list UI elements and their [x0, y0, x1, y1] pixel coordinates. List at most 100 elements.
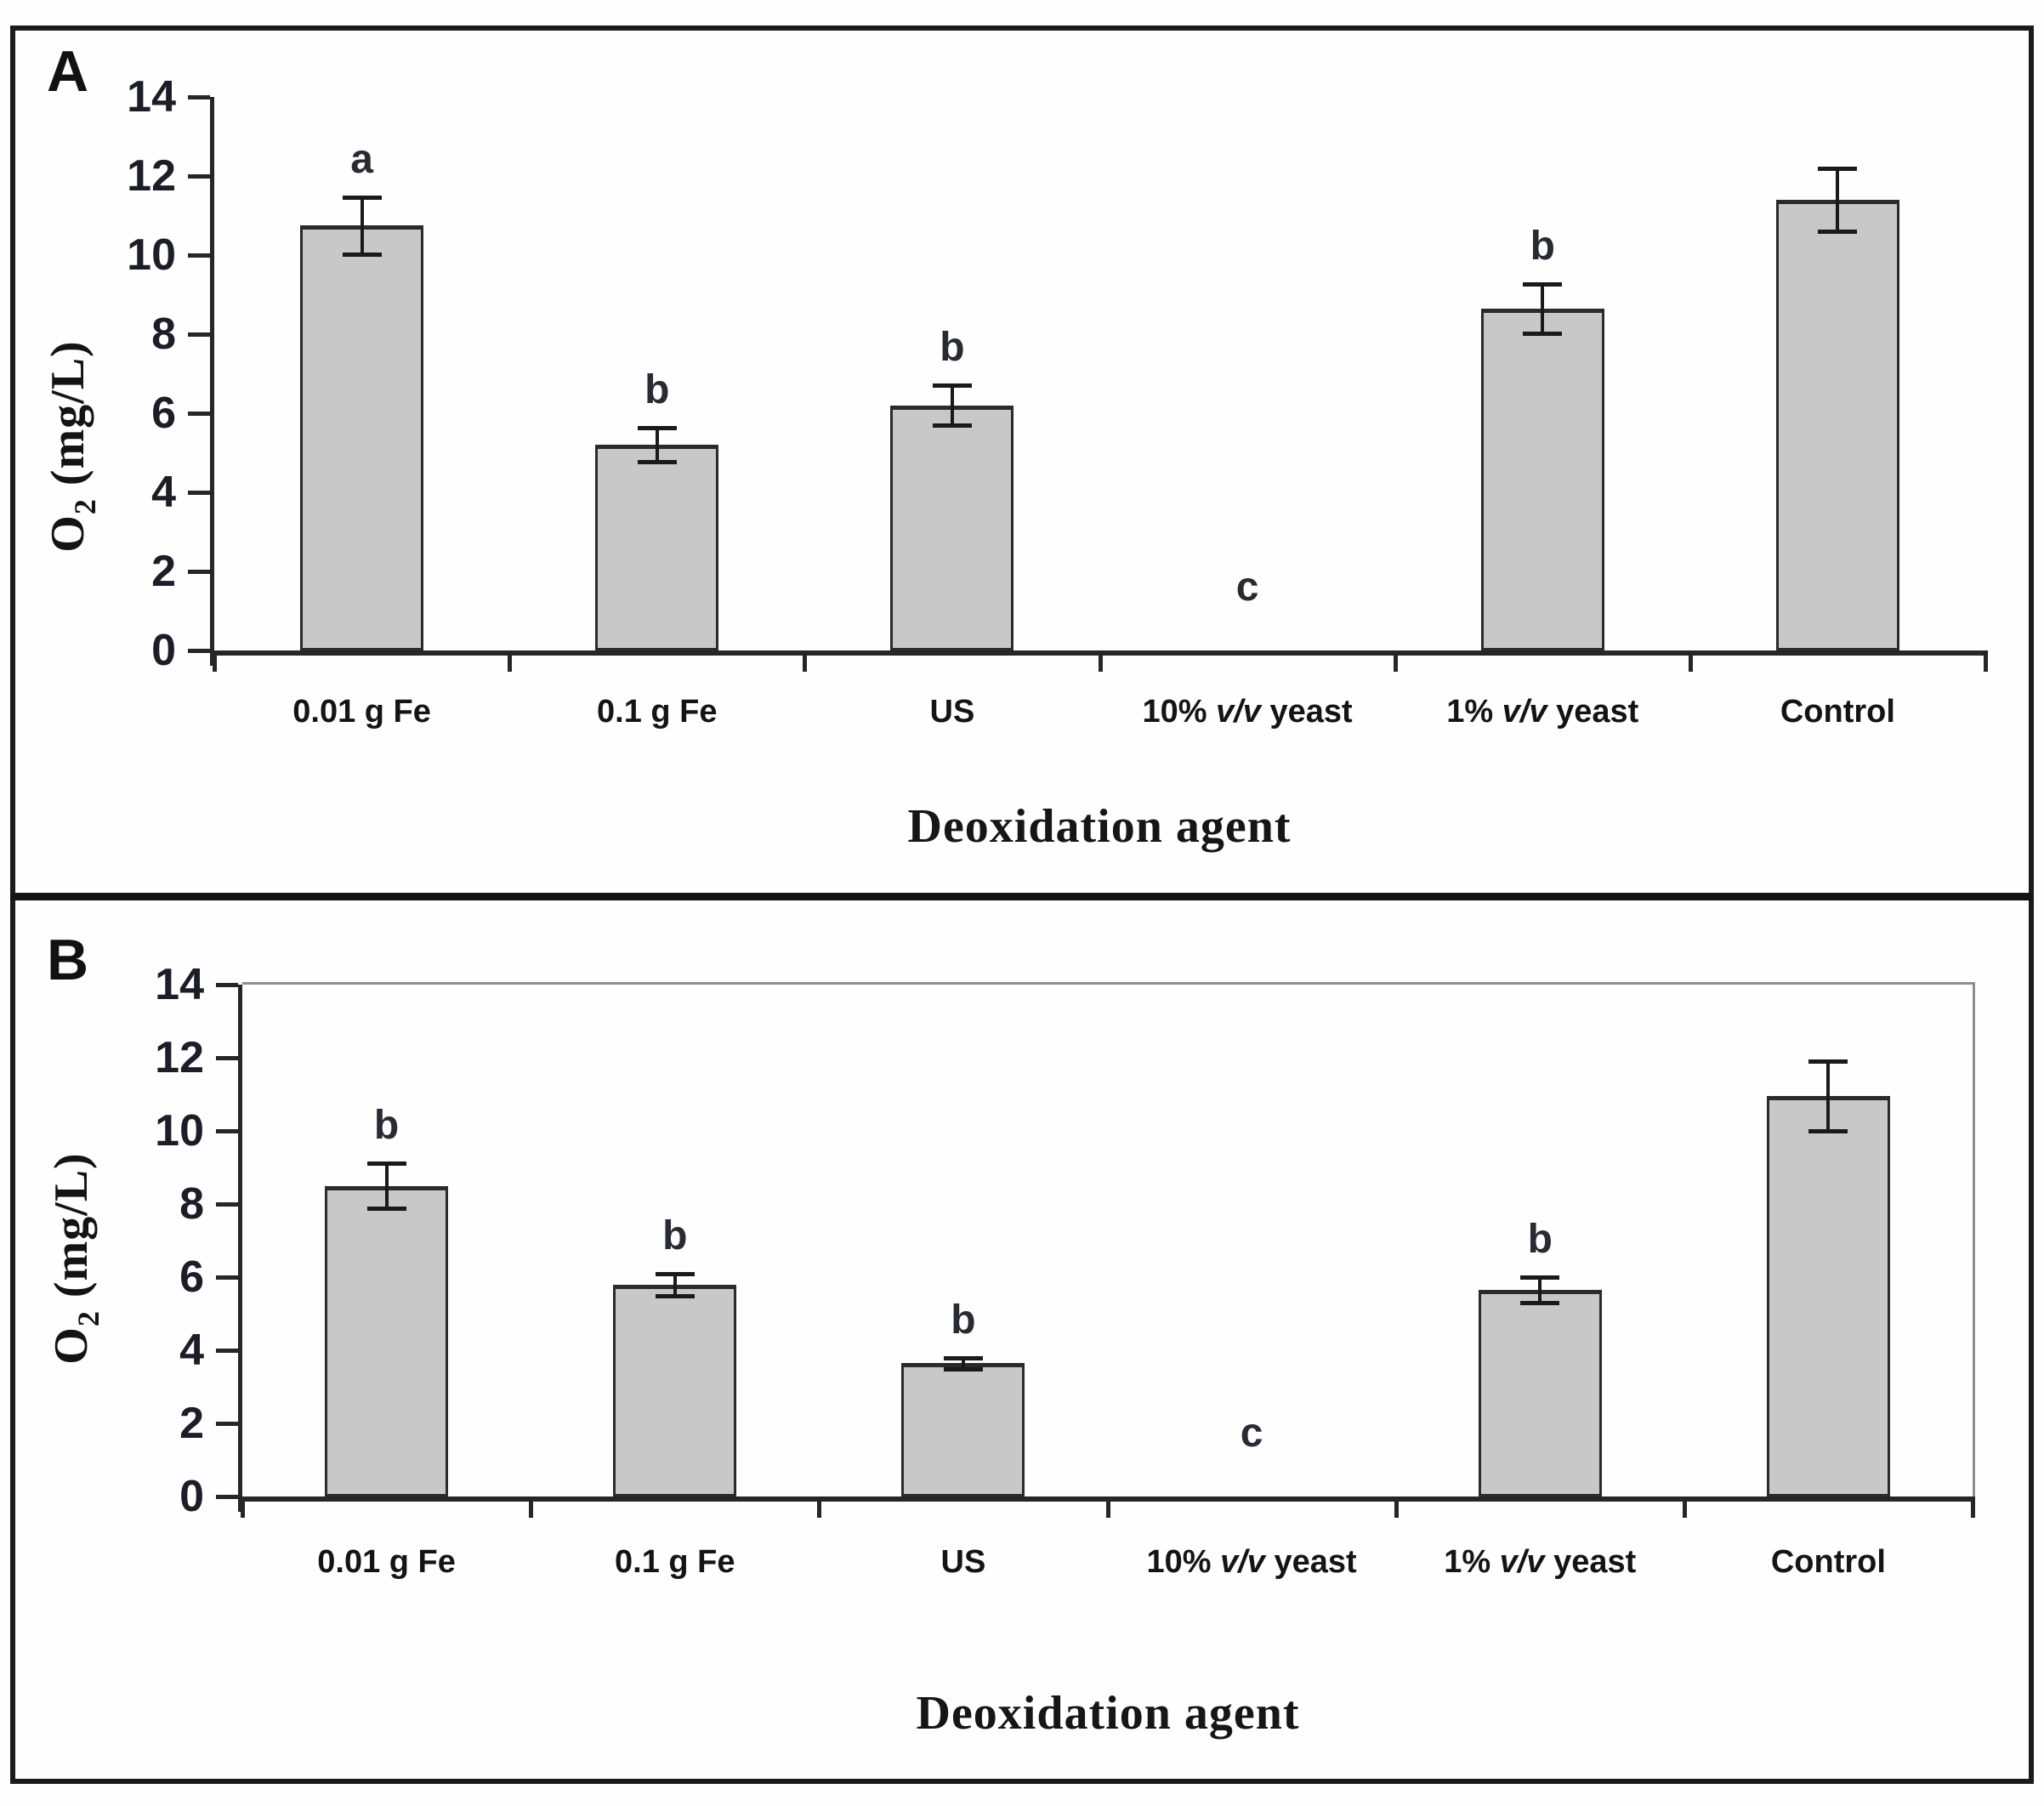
- y-tick: [216, 1056, 238, 1060]
- x-tick: [1098, 656, 1103, 672]
- y-tick: [188, 332, 210, 337]
- error-bar-cap-top: [932, 383, 972, 389]
- x-tick: [1682, 1502, 1687, 1518]
- panel-divider: [10, 893, 2034, 900]
- sig-letter: b: [644, 367, 670, 413]
- bar: [300, 225, 424, 650]
- error-bar-cap-top: [655, 1271, 695, 1276]
- error-bar-cap-top: [1808, 1059, 1848, 1065]
- y-tick: [216, 1422, 238, 1426]
- y-tick-label: 14: [127, 72, 176, 122]
- y-tick: [188, 253, 210, 258]
- y-tick-label: 14: [155, 960, 204, 1009]
- x-tick: [817, 1502, 822, 1518]
- y-tick: [188, 570, 210, 574]
- error-bar-cap-bottom: [366, 1207, 406, 1212]
- bar: [1766, 1096, 1890, 1496]
- error-bar-line: [1826, 1061, 1831, 1131]
- plot-border-top: [242, 982, 1975, 985]
- y-tick-label: 4: [151, 468, 176, 517]
- figure-border: [10, 26, 2034, 1784]
- bar: [1478, 1290, 1602, 1496]
- error-bar-cap-top: [1523, 281, 1563, 287]
- error-bar-cap-bottom: [1818, 230, 1858, 235]
- error-bar-line: [360, 196, 364, 254]
- x-tick: [508, 656, 513, 672]
- error-bar-cap-top: [943, 1355, 983, 1360]
- error-bar-cap-top: [1520, 1275, 1560, 1280]
- category-label: 0.1 g Fe: [597, 694, 718, 730]
- x-tick: [241, 1502, 245, 1518]
- y-tick: [188, 491, 210, 495]
- error-bar-line: [1541, 283, 1545, 333]
- italic-label-part: v/v: [1216, 694, 1261, 730]
- error-bar-cap-top: [637, 426, 677, 431]
- sig-letter: c: [1240, 1411, 1263, 1456]
- y-tick-label: 0: [179, 1472, 204, 1521]
- plot-border-right: [1973, 985, 1975, 1496]
- category-label: US: [940, 1544, 986, 1580]
- sig-letter: b: [940, 325, 965, 371]
- x-tick: [803, 656, 808, 672]
- sig-letter: b: [373, 1102, 400, 1148]
- y-axis: [238, 985, 242, 1512]
- x-tick: [529, 1502, 534, 1518]
- error-bar-cap-top: [342, 195, 382, 200]
- sig-letter: b: [1530, 223, 1555, 269]
- x-tick: [1688, 656, 1693, 672]
- y-axis-label-b: O2 (mg/L): [42, 986, 105, 1531]
- x-axis-title-b: Deoxidation agent: [916, 1687, 1300, 1740]
- error-bar-cap-bottom: [932, 423, 972, 428]
- italic-label-part: v/v: [1502, 694, 1547, 730]
- bar: [595, 445, 719, 650]
- category-label: 10% v/v yeast: [1142, 694, 1353, 730]
- error-bar-line: [384, 1162, 389, 1209]
- y-tick: [188, 649, 210, 653]
- bar: [613, 1284, 737, 1496]
- y-tick: [216, 1202, 238, 1207]
- error-bar-line: [1836, 168, 1840, 232]
- y-tick-label: 6: [151, 389, 176, 438]
- y-tick-label: 2: [151, 547, 176, 596]
- y-tick: [216, 983, 238, 987]
- italic-label-part: v/v: [1220, 1544, 1265, 1580]
- error-bar-line: [961, 1357, 965, 1369]
- y-tick-label: 12: [155, 1033, 204, 1082]
- category-label: 1% v/v yeast: [1444, 1544, 1637, 1580]
- italic-label-part: v/v: [1499, 1544, 1545, 1580]
- sig-letter: c: [1235, 565, 1259, 610]
- error-bar-cap-top: [1818, 166, 1858, 171]
- bar: [1480, 308, 1604, 650]
- x-tick: [1984, 656, 1988, 672]
- category-label: 0.01 g Fe: [317, 1544, 456, 1580]
- y-tick-label: 8: [179, 1179, 204, 1229]
- category-label: 0.1 g Fe: [615, 1544, 735, 1580]
- category-label: US: [929, 694, 975, 730]
- error-bar-cap-bottom: [943, 1366, 983, 1372]
- x-tick: [1971, 1502, 1975, 1518]
- y-tick: [188, 95, 210, 99]
- y-tick: [188, 412, 210, 416]
- panel-b-letter: B: [47, 928, 89, 992]
- error-bar-cap-bottom: [655, 1293, 695, 1298]
- error-bar-cap-bottom: [1523, 331, 1563, 336]
- bar: [901, 1363, 1025, 1496]
- ylabel-text: O: [45, 1326, 98, 1365]
- x-tick: [1393, 656, 1398, 672]
- y-tick: [216, 1275, 238, 1280]
- error-bar-cap-bottom: [1808, 1129, 1848, 1133]
- error-bar-line: [673, 1273, 677, 1296]
- x-axis-title-a: Deoxidation agent: [907, 800, 1292, 853]
- sig-letter: b: [951, 1297, 976, 1343]
- category-label: Control: [1780, 694, 1895, 730]
- sig-letter: b: [662, 1213, 688, 1258]
- bar: [1775, 199, 1899, 650]
- x-axis: [238, 1496, 1975, 1502]
- category-label: 1% v/v yeast: [1446, 694, 1639, 730]
- y-tick: [216, 1349, 238, 1353]
- bar: [890, 405, 1014, 650]
- error-bar-line: [655, 428, 659, 463]
- y-tick: [188, 174, 210, 179]
- y-tick-label: 2: [179, 1399, 204, 1448]
